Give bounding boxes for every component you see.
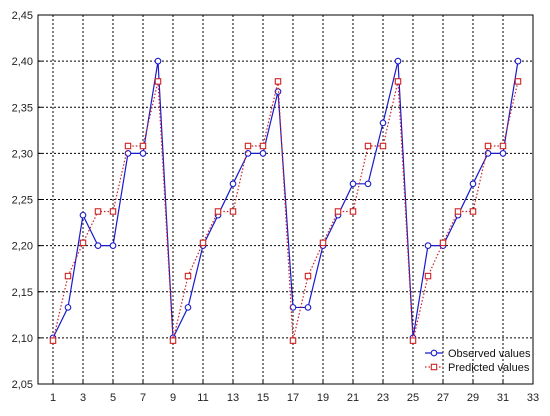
observed-point bbox=[154, 57, 162, 65]
predicted-point bbox=[109, 208, 117, 215]
series-line bbox=[52, 81, 519, 341]
observed-point bbox=[64, 304, 72, 311]
observed-point bbox=[394, 57, 402, 65]
predicted-point bbox=[124, 142, 132, 150]
observed-point bbox=[229, 180, 237, 188]
observed-point bbox=[259, 150, 267, 157]
predicted-point bbox=[469, 208, 477, 215]
observed-point bbox=[184, 304, 192, 311]
predicted-point bbox=[364, 142, 372, 150]
y-tick-label: 2,25 bbox=[12, 195, 33, 207]
series-layer bbox=[49, 57, 522, 344]
legend-marker bbox=[430, 363, 438, 371]
legend-marker bbox=[430, 349, 438, 357]
x-tick-label: 29 bbox=[467, 392, 479, 404]
predicted-point bbox=[169, 337, 177, 344]
predicted-point bbox=[409, 337, 417, 344]
observed-point bbox=[364, 180, 372, 188]
observed-point bbox=[424, 242, 432, 249]
predicted-point bbox=[304, 272, 312, 280]
x-tick-label: 11 bbox=[197, 392, 208, 404]
y-tick-label: 2,30 bbox=[12, 148, 33, 160]
predicted-point bbox=[379, 142, 387, 150]
observed-point bbox=[304, 304, 312, 311]
y-tick-label: 2,35 bbox=[12, 102, 33, 114]
predicted-point bbox=[454, 208, 462, 215]
observed-point bbox=[484, 150, 492, 157]
y-tick-label: 2,40 bbox=[12, 56, 33, 68]
observed-point bbox=[499, 150, 507, 157]
predicted-point bbox=[349, 208, 357, 215]
series-1 bbox=[49, 78, 522, 344]
predicted-point bbox=[199, 239, 207, 247]
observed-point bbox=[139, 150, 147, 157]
observed-point bbox=[94, 242, 102, 249]
x-tick-label: 23 bbox=[377, 392, 389, 404]
y-tick-label: 2,15 bbox=[12, 287, 33, 299]
x-tick-label: 27 bbox=[437, 392, 449, 404]
predicted-point bbox=[79, 239, 87, 247]
predicted-point bbox=[244, 142, 252, 150]
y-tick-label: 2,45 bbox=[12, 10, 33, 22]
predicted-point bbox=[334, 208, 342, 215]
observed-point bbox=[379, 119, 387, 127]
predicted-point bbox=[184, 272, 192, 280]
x-tick-label: 31 bbox=[497, 392, 509, 404]
predicted-point bbox=[229, 208, 237, 215]
observed-point bbox=[349, 180, 357, 188]
predicted-point bbox=[259, 142, 267, 150]
legend-label: Predicted values bbox=[448, 362, 530, 374]
predicted-point bbox=[394, 78, 402, 85]
tick-layer: 2,052,102,152,202,252,302,352,402,451 3 5 7… bbox=[12, 10, 540, 404]
predicted-point bbox=[439, 239, 447, 247]
predicted-point bbox=[484, 142, 492, 150]
x-tick-label: 33 bbox=[527, 392, 539, 404]
predicted-point bbox=[319, 239, 327, 247]
x-tick-label: 3 bbox=[80, 392, 86, 404]
predicted-point bbox=[139, 142, 147, 150]
x-tick-label: 15 bbox=[257, 392, 269, 404]
predicted-point bbox=[424, 272, 432, 280]
x-tick-label: 21 bbox=[347, 392, 359, 404]
observed-point bbox=[469, 180, 477, 188]
x-tick-label: 19 bbox=[317, 392, 329, 404]
observed-point bbox=[514, 57, 522, 65]
predicted-point bbox=[499, 142, 507, 150]
y-tick-label: 2,05 bbox=[12, 379, 33, 391]
y-tick-label: 2,10 bbox=[12, 333, 33, 345]
grid-layer bbox=[38, 15, 533, 384]
x-tick-label: 7 bbox=[140, 392, 146, 404]
x-tick-label: 13 bbox=[227, 392, 239, 404]
predicted-point bbox=[289, 337, 297, 344]
predicted-point bbox=[94, 208, 102, 215]
x-tick-label: 5 bbox=[110, 392, 116, 404]
observed-point bbox=[79, 211, 87, 219]
x-tick-label: 1 bbox=[50, 392, 56, 404]
predicted-point bbox=[64, 272, 72, 280]
predicted-point bbox=[154, 78, 162, 85]
predicted-point bbox=[514, 78, 522, 85]
legend-label: Observed values bbox=[448, 348, 531, 360]
x-tick-label: 17 bbox=[287, 392, 299, 404]
predicted-point bbox=[49, 337, 57, 344]
x-tick-label: 9 bbox=[170, 392, 176, 404]
x-tick-label: 25 bbox=[407, 392, 419, 404]
legend: Observed values Predicted values bbox=[425, 348, 531, 374]
predicted-point bbox=[214, 208, 222, 215]
predicted-point bbox=[274, 78, 282, 85]
y-tick-label: 2,20 bbox=[12, 241, 33, 253]
observed-point bbox=[109, 242, 117, 249]
